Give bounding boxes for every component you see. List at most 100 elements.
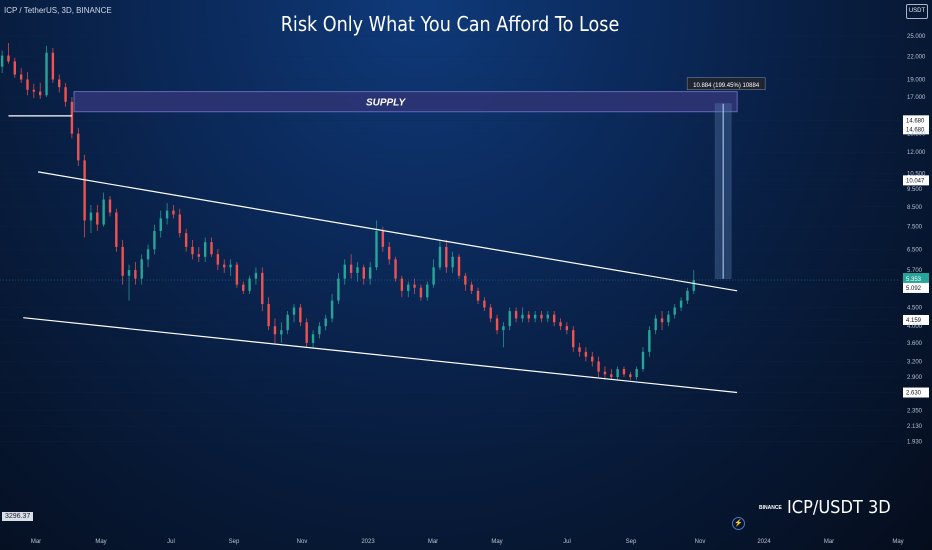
candle — [521, 314, 524, 319]
candle — [489, 307, 492, 319]
candle — [337, 278, 340, 301]
price-tag — [903, 175, 929, 186]
candle — [572, 330, 575, 348]
y-tick-label: 25.000 — [907, 34, 926, 40]
x-tick-label: Mar — [824, 539, 834, 545]
y-tick-label: 12.000 — [907, 150, 926, 156]
candle — [483, 300, 486, 308]
y-tick-label: 22.000 — [907, 54, 926, 60]
y-tick-label: 6.500 — [907, 247, 923, 253]
candle — [172, 210, 175, 215]
candle — [273, 326, 277, 335]
candle — [546, 314, 550, 319]
supply-zone-label: SUPPLY — [366, 98, 407, 109]
candle — [667, 314, 670, 323]
candle — [197, 254, 201, 257]
y-tick-label: 7.500 — [907, 225, 923, 231]
candle — [318, 326, 321, 335]
candle — [610, 374, 613, 378]
candle — [394, 259, 397, 279]
candle — [242, 284, 245, 291]
candle — [641, 351, 645, 370]
x-tick-label: Mar — [31, 539, 41, 545]
candle — [229, 264, 232, 268]
candle — [514, 311, 518, 319]
candle — [146, 249, 150, 260]
candle — [32, 89, 36, 92]
candle — [70, 101, 74, 134]
y-tick-label: 19.000 — [907, 77, 926, 83]
exchange-watermark: BINANCE — [759, 505, 782, 511]
candle — [552, 314, 556, 323]
candle — [597, 361, 600, 372]
x-tick-label: Mar — [428, 539, 438, 545]
candle — [26, 79, 29, 90]
candle — [495, 318, 499, 331]
y-tick-label: 5.700 — [907, 268, 923, 274]
corner-value: 3296.37 — [2, 512, 34, 521]
candle — [565, 326, 569, 331]
candle — [679, 300, 683, 308]
y-tick-label: 9.500 — [907, 187, 923, 193]
candle — [121, 246, 124, 276]
y-tick-label: 2.630 — [906, 391, 922, 397]
y-tick-label: 1.930 — [907, 440, 923, 446]
candle — [0, 55, 4, 67]
x-tick-label: 2024 — [757, 539, 771, 545]
candle — [13, 61, 17, 75]
candle — [203, 242, 207, 257]
candle — [299, 307, 302, 323]
candle — [330, 300, 334, 319]
candle — [648, 330, 651, 352]
candle — [38, 91, 42, 96]
x-tick-label: May — [491, 539, 502, 545]
candle — [400, 278, 404, 291]
y-tick-label: 5.092 — [906, 286, 922, 292]
candle — [375, 230, 378, 268]
candle — [311, 334, 315, 343]
candle — [470, 284, 473, 291]
candle — [134, 270, 137, 279]
candle — [83, 160, 86, 221]
currency-badge[interactable]: USDT — [906, 4, 928, 19]
y-tick-label: 13.500 — [907, 132, 926, 138]
pair-watermark: ICP/USDT 3D — [787, 497, 891, 518]
candle — [77, 133, 80, 161]
candle — [7, 55, 10, 62]
y-tick-label: 14.680 — [906, 118, 925, 124]
candle — [159, 218, 162, 231]
y-tick-label: 10.047 — [906, 178, 925, 184]
chart-title: Risk Only What You Can Afford To Lose — [280, 12, 620, 36]
candle — [96, 212, 99, 225]
candle — [51, 52, 55, 80]
x-tick-label: May — [95, 539, 106, 545]
candle — [305, 322, 308, 343]
y-tick-label: 4.159 — [906, 318, 922, 324]
y-tick-label: 4.500 — [907, 306, 923, 312]
symbol-info[interactable]: ICP / TetherUS, 3D, BINANCE — [4, 6, 112, 15]
lightning-icon[interactable]: ⚡ — [732, 517, 745, 530]
x-tick-label: Sep — [229, 539, 240, 545]
candle — [362, 267, 366, 279]
price-tag — [903, 115, 929, 126]
candle — [280, 330, 283, 335]
x-tick-label: Nov — [297, 539, 308, 545]
candle — [432, 267, 435, 285]
candle — [419, 287, 423, 298]
candle — [502, 326, 505, 331]
y-tick-label: 5.353 — [906, 277, 922, 283]
candle — [457, 256, 461, 276]
candle — [191, 246, 194, 255]
candle — [178, 214, 181, 234]
price-tag — [903, 282, 929, 293]
candle — [660, 318, 664, 323]
candle — [165, 210, 169, 219]
candle — [89, 212, 93, 221]
candle — [622, 369, 626, 375]
candle — [559, 322, 562, 327]
candle — [692, 280, 695, 291]
y-tick-label: 14.680 — [906, 127, 925, 133]
candle — [267, 304, 270, 327]
